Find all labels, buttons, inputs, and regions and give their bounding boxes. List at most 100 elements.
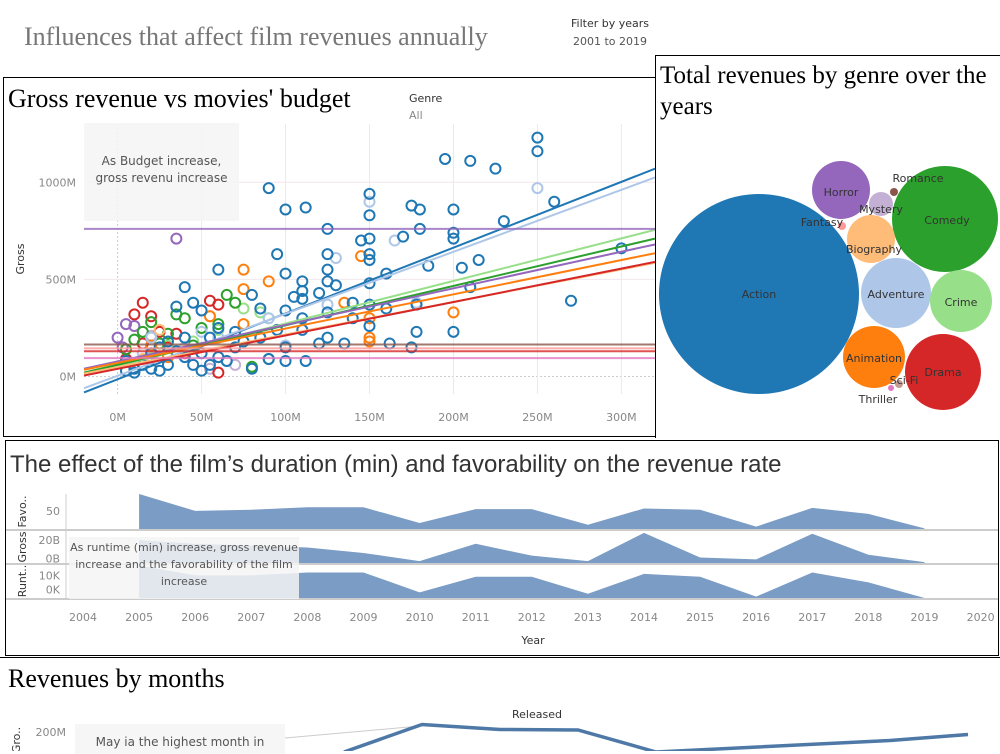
bubble-romance: [890, 188, 898, 196]
y-axis-label: Gro..: [10, 727, 23, 751]
bubble-chart: Action Comedy Drama Adventure Crime Animation…: [659, 161, 998, 410]
bubble-label: Comedy: [924, 214, 970, 227]
data-point: [161, 335, 174, 348]
data-point: [296, 292, 309, 305]
data-point: [212, 318, 225, 331]
bubble-adventure: [861, 258, 931, 328]
trend-line: [83, 260, 655, 377]
data-point: [128, 333, 141, 346]
x-tick-label: 2005: [125, 611, 153, 624]
data-point: [212, 321, 225, 334]
data-point: [229, 296, 242, 309]
data-point: [237, 263, 250, 276]
data-point: [195, 364, 208, 377]
bubble-label: Action: [742, 288, 776, 301]
data-point: [464, 154, 477, 167]
data-point: [321, 248, 334, 261]
data-point: [447, 306, 460, 319]
x-tick-label: 2004: [69, 611, 97, 624]
x-tick-label: 100M: [270, 411, 301, 424]
row-label: Gross: [16, 531, 29, 562]
data-point: [363, 331, 376, 344]
data-point: [128, 366, 141, 379]
data-point: [413, 203, 426, 216]
genre-filter-value[interactable]: All: [409, 109, 423, 122]
x-tick-label: 0M: [109, 411, 126, 424]
annotation-line: [284, 725, 421, 739]
data-point: [565, 294, 578, 307]
data-point: [346, 312, 359, 325]
bubble-sci-fi: [895, 380, 903, 388]
bubble-panel: Total revenues by genre over the years A…: [655, 55, 1000, 438]
dashboard-title: Influences that affect film revenues ann…: [24, 22, 488, 51]
bubble-fantasy: [838, 222, 846, 230]
data-point: [472, 253, 485, 266]
data-point: [271, 248, 284, 261]
data-point: [296, 285, 309, 298]
x-tick-label: 2006: [181, 611, 209, 624]
y-tick-label: 0M: [60, 371, 77, 384]
y-tick-label: 500M: [46, 273, 77, 286]
data-point: [321, 331, 334, 344]
data-point: [195, 325, 208, 338]
data-point: [363, 253, 376, 266]
row-label: Favo..: [16, 495, 29, 527]
data-point: [497, 215, 510, 228]
x-axis-label: Year: [520, 634, 545, 647]
data-point: [363, 232, 376, 245]
data-point: [447, 203, 460, 216]
data-point: [145, 310, 158, 323]
bubble-label: Horror: [824, 186, 859, 199]
months-title: Revenues by months: [8, 664, 225, 693]
data-point: [329, 279, 342, 292]
data-point: [363, 209, 376, 222]
genre-filter[interactable]: Genre All: [409, 92, 442, 122]
scatter-annotation: As Budget increase, gross revenu increas…: [84, 123, 239, 221]
data-point: [363, 320, 376, 333]
bubble-horror: [812, 161, 870, 219]
data-point: [363, 187, 376, 200]
data-point: [136, 325, 149, 338]
bubble-thriller: [888, 385, 894, 391]
data-point: [187, 296, 200, 309]
year-filter[interactable]: Filter by years 2001 to 2019: [560, 17, 660, 48]
bubble-label: Animation: [846, 352, 902, 365]
data-point: [355, 234, 368, 247]
bubble-drama: [905, 334, 981, 410]
bubble-label: Mystery: [859, 203, 903, 216]
duration-annotation: As runtime (min) increase, gross revenue…: [69, 537, 299, 599]
data-point: [170, 232, 183, 245]
data-point: [245, 288, 258, 301]
data-point: [187, 358, 200, 371]
data-point: [363, 248, 376, 261]
data-point: [296, 275, 309, 288]
bubble-label: Drama: [924, 366, 961, 379]
data-point: [237, 283, 250, 296]
data-point: [203, 358, 216, 371]
data-point: [220, 288, 233, 301]
data-point: [397, 230, 410, 243]
bubble-animation: [843, 326, 905, 388]
bubble-label: Fantasy: [801, 216, 844, 229]
data-point: [254, 306, 267, 319]
data-point: [531, 145, 544, 158]
bubble-label: Sci-Fi: [890, 374, 919, 387]
data-point: [531, 182, 544, 195]
bubble-action: [659, 194, 859, 394]
bubble-title: Total revenues by genre over the years: [660, 62, 987, 120]
filter-label: Filter by years: [571, 17, 649, 30]
data-point: [439, 152, 452, 165]
data-point: [455, 261, 468, 274]
bubble-comedy: [892, 166, 998, 272]
area-2: [139, 565, 925, 598]
y-tick-label: 1000M: [39, 176, 77, 189]
months-panel: Revenues by months Released 200M Gro.. May…: [0, 657, 1000, 754]
data-point: [136, 296, 149, 309]
data-point: [203, 310, 216, 323]
x-tick-label: 2008: [293, 611, 321, 624]
x-tick-label: 2007: [237, 611, 265, 624]
filter-value[interactable]: 2001 to 2019: [572, 35, 648, 48]
area-chart: 50 Favo.. 20B 0B Gross 10K 0K Runt.. 2004 2005 200…: [6, 494, 998, 647]
bubble-crime: [930, 270, 992, 332]
data-point: [299, 354, 312, 367]
